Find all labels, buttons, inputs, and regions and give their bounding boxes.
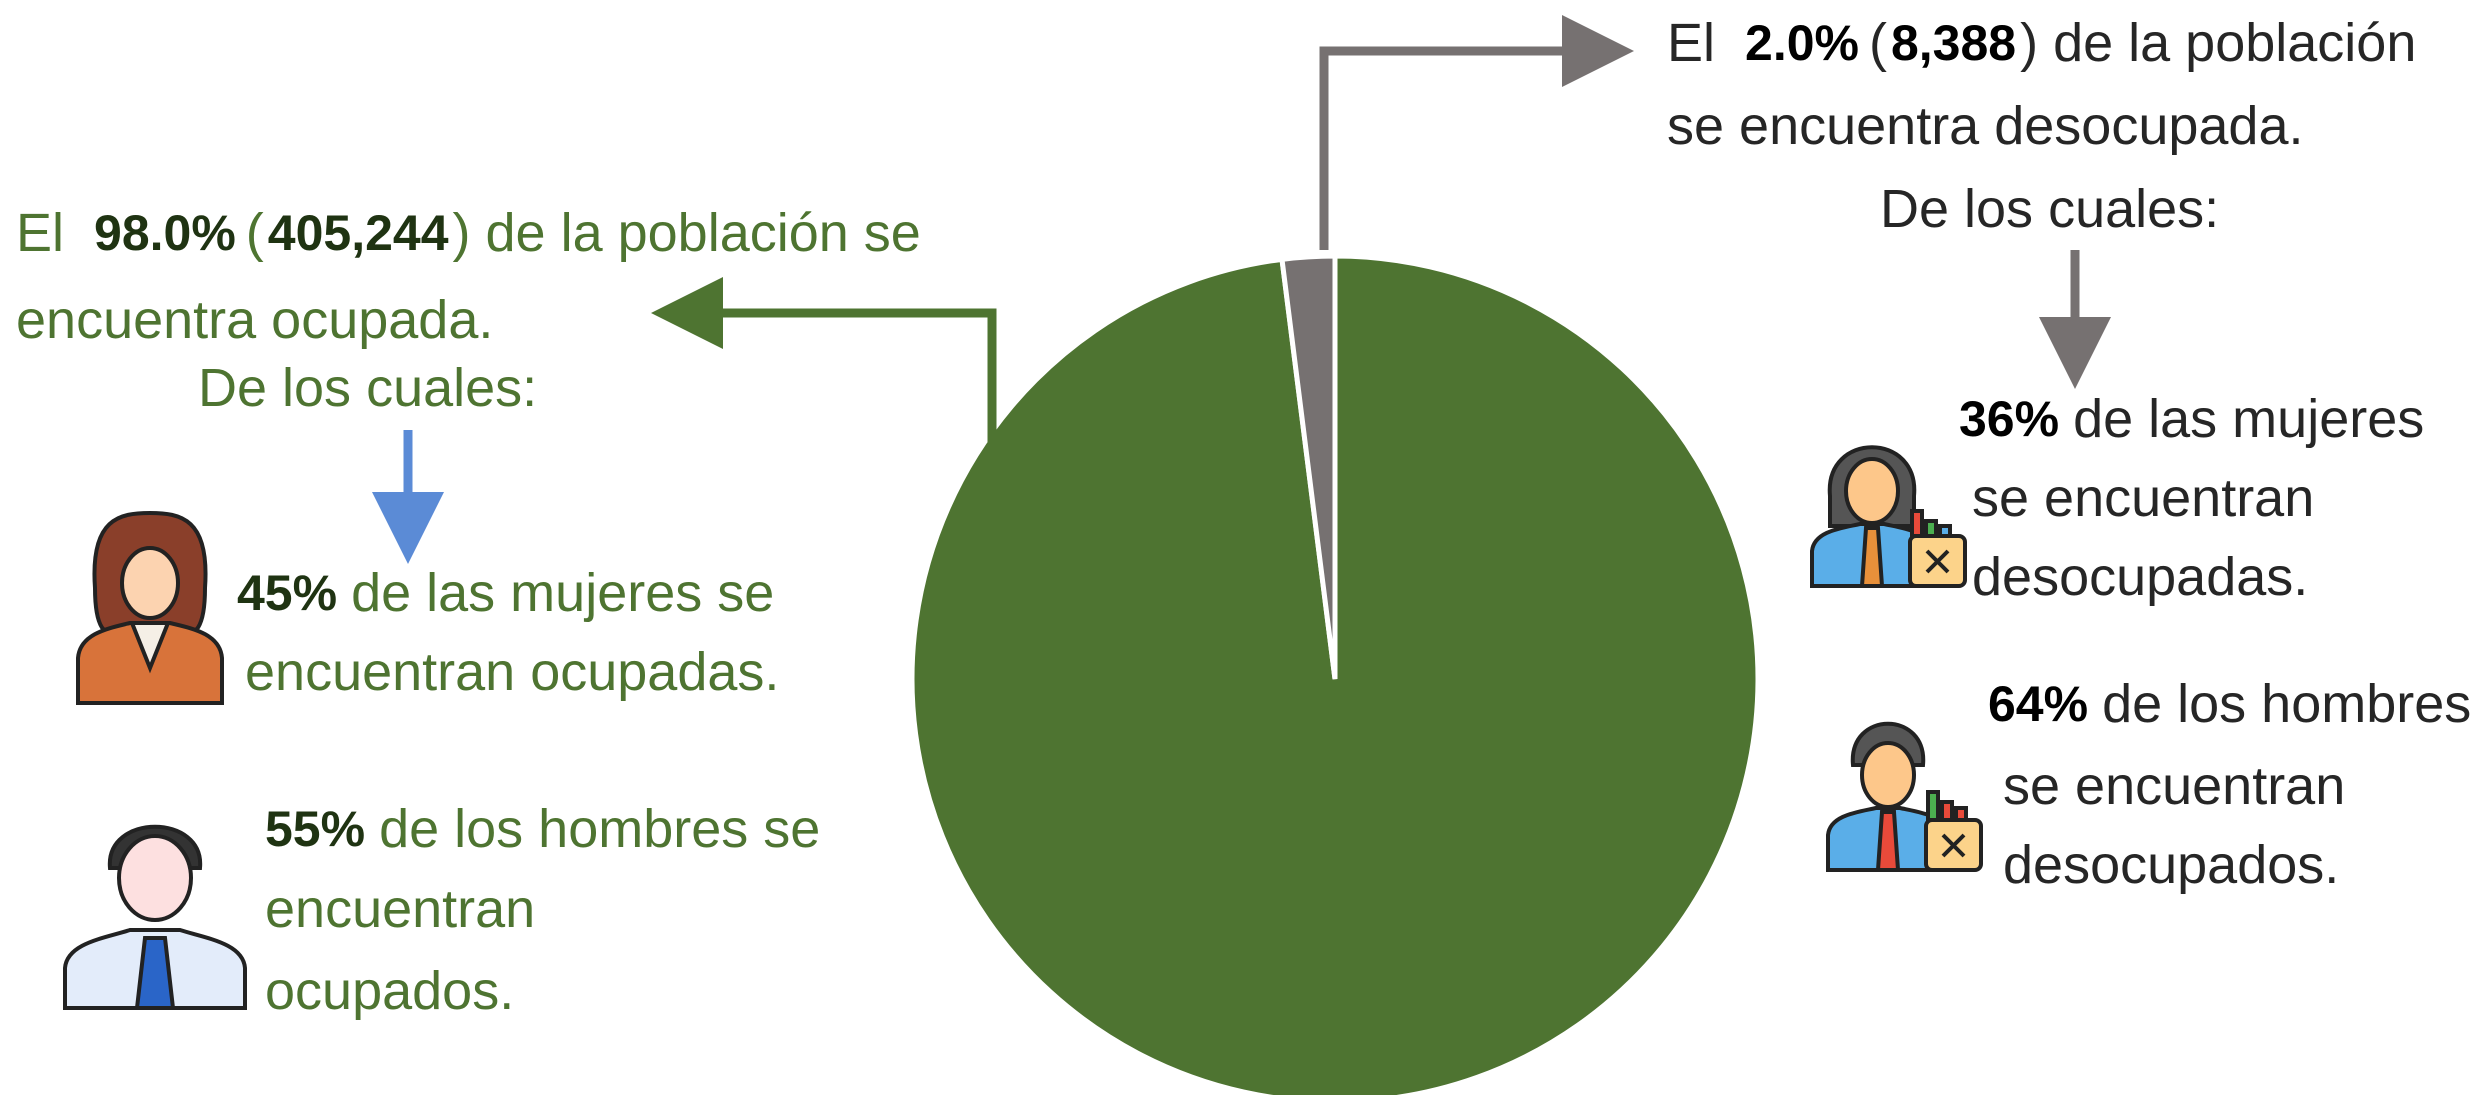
value-label: 8,388 <box>1891 15 2016 71</box>
annotation-line: El 2.0% (8,388) de la población <box>1667 13 2416 73</box>
annotation-line: encuentra ocupada. <box>16 290 493 350</box>
text: ocupados. <box>265 961 514 1021</box>
text: El <box>16 203 64 263</box>
text: ) de la población se <box>453 203 921 263</box>
arrow <box>1319 15 1634 250</box>
text: se encuentra desocupada. <box>1667 96 2303 156</box>
text: de las mujeres <box>2073 389 2424 449</box>
text: de los hombres se <box>379 799 820 859</box>
annotation-line: se encuentran <box>1972 468 2314 528</box>
text: ( <box>1869 13 1887 73</box>
man-icon <box>1826 721 1983 872</box>
annotation-line: encuentran ocupadas. <box>245 642 779 702</box>
annotation-line: encuentran <box>265 879 535 939</box>
man-icon <box>63 824 247 1010</box>
value-label: 405,244 <box>268 205 449 261</box>
text: encuentran <box>265 879 535 939</box>
pie-slice <box>1279 253 1338 680</box>
text: De los cuales: <box>1880 179 2219 239</box>
value-label: 45% <box>237 565 337 621</box>
annotations: El 98.0% (405,244) de la población seencue… <box>16 13 2471 1021</box>
text: El <box>1667 13 1715 73</box>
text: encuentra ocupada. <box>16 290 493 350</box>
annotation-line: se encuentran <box>2003 756 2345 816</box>
text: de las mujeres se <box>351 563 774 623</box>
annotation-line: 55% de los hombres se <box>265 799 820 859</box>
woman-icon <box>76 510 224 705</box>
text: se encuentran <box>1972 468 2314 528</box>
text: De los cuales: <box>198 358 537 418</box>
text: de los hombres <box>2102 674 2471 734</box>
text: encuentran ocupadas. <box>245 642 779 702</box>
value-label: 36% <box>1959 391 2059 447</box>
value-label: 55% <box>265 801 365 857</box>
text: ( <box>246 203 264 263</box>
annotation-line: De los cuales: <box>1880 179 2219 239</box>
woman-icon <box>1810 445 1967 588</box>
value-label: 64% <box>1988 676 2088 732</box>
annotation-line: ocupados. <box>265 961 514 1021</box>
text: desocupados. <box>2003 835 2339 895</box>
annotation-line: se encuentra desocupada. <box>1667 96 2303 156</box>
annotation-line: De los cuales: <box>198 358 537 418</box>
arrow <box>651 277 997 442</box>
text: ) de la población <box>2020 13 2416 73</box>
annotation-line: desocupados. <box>2003 835 2339 895</box>
value-label: 2.0% <box>1745 15 1859 71</box>
annotation-line: 64% de los hombres <box>1988 674 2471 734</box>
annotation-line: 45% de las mujeres se <box>237 563 774 623</box>
value-label: 98.0% <box>94 205 236 261</box>
pie <box>909 253 1761 1095</box>
text: se encuentran <box>2003 756 2345 816</box>
annotation-line: 36% de las mujeres <box>1959 389 2424 449</box>
annotation-line: desocupadas. <box>1972 547 2308 607</box>
annotation-line: El 98.0% (405,244) de la población se <box>16 203 921 263</box>
text: desocupadas. <box>1972 547 2308 607</box>
